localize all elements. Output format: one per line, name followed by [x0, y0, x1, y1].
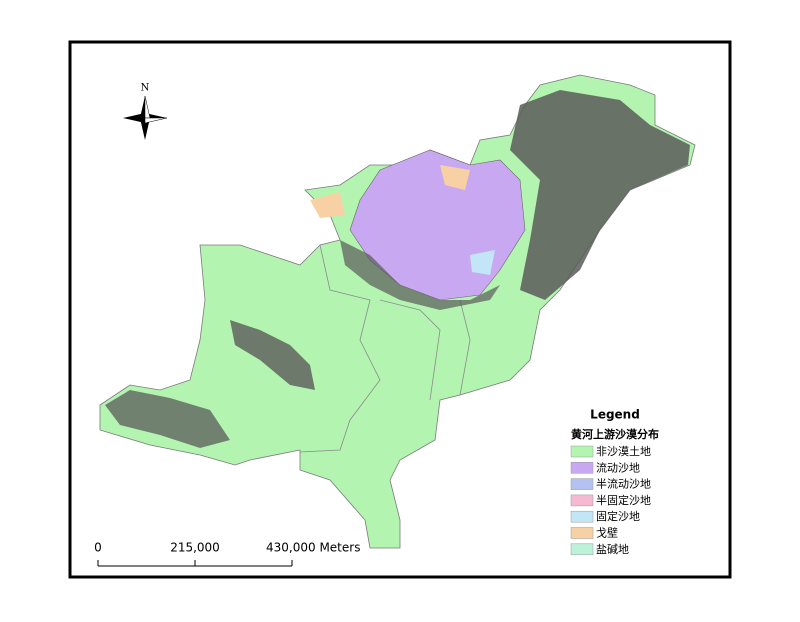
legend-label: 半固定沙地 [596, 493, 651, 507]
legend: Legend 黄河上游沙漠分布 非沙漠土地流动沙地半流动沙地半固定沙地固定沙地戈… [570, 408, 659, 556]
legend-label: 半流动沙地 [596, 477, 651, 491]
region-dark-desert [510, 90, 690, 300]
legend-swatch [570, 510, 594, 523]
scale-bar [97, 560, 293, 567]
legend-label: 盐碱地 [596, 543, 629, 556]
legend-swatch [570, 543, 594, 556]
legend-swatch [570, 462, 594, 474]
legend-label: 固定沙地 [596, 509, 640, 523]
north-arrow [123, 95, 168, 140]
province-borders [299, 244, 471, 453]
region-dark-southwest [105, 390, 230, 448]
legend-swatch [570, 494, 594, 507]
region-gobi [310, 192, 345, 218]
region-dark-edge [340, 240, 500, 310]
scale-label: 430,000 Meters [266, 541, 360, 555]
north-label: N [141, 83, 150, 94]
scale-label: 0 [94, 541, 102, 555]
scale-label: 215,000 [170, 541, 220, 555]
legend-swatch [570, 527, 594, 539]
legend-label: 戈壁 [596, 526, 618, 540]
region-gobi [440, 165, 470, 190]
legend-label: 流动沙地 [596, 460, 640, 474]
legend-label: 非沙漠土地 [596, 445, 651, 458]
legend-subtitle: 黄河上游沙漠分布 [571, 427, 659, 441]
legend-title: Legend [590, 408, 640, 422]
region-dark-west [230, 320, 315, 390]
region-fixed [470, 250, 495, 275]
legend-swatch [570, 478, 594, 490]
legend-swatch [570, 445, 594, 458]
